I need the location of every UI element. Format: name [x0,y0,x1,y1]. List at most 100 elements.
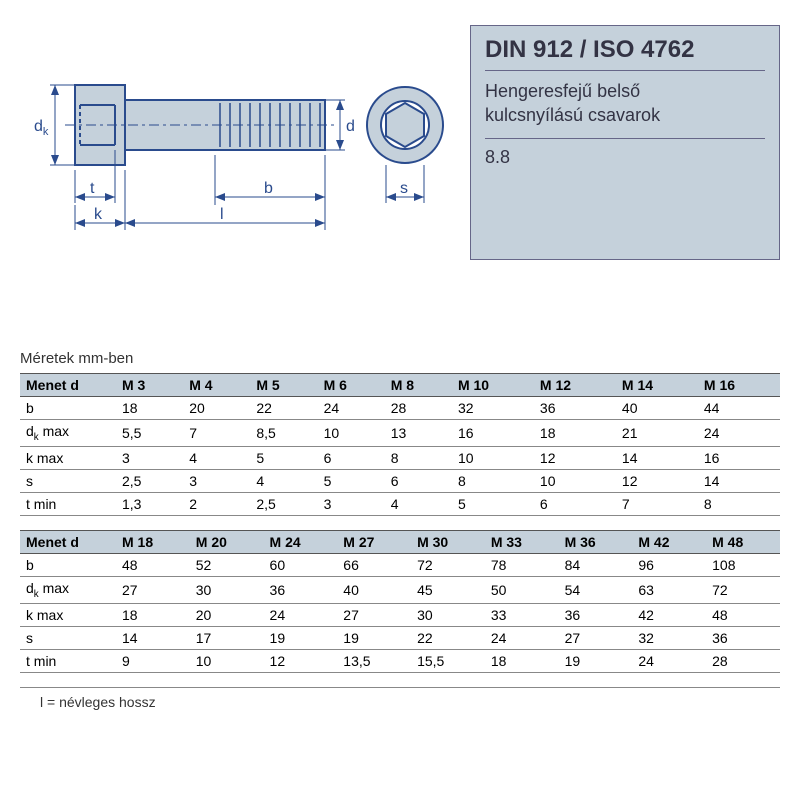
table-cell: 3 [318,492,385,515]
table-cell: 72 [706,576,780,603]
table-header-cell: Menet d [20,374,116,397]
table-cell: 8 [452,469,534,492]
table-cell: 4 [183,446,250,469]
table-header-cell: M 6 [318,374,385,397]
table-cell: 36 [534,397,616,420]
row-label: t min [20,492,116,515]
table-cell: 63 [632,576,706,603]
table-cell: 9 [116,649,190,672]
table-row: b182022242832364044 [20,397,780,420]
table-cell: 44 [698,397,780,420]
table-cell: 19 [559,649,633,672]
row-label: k max [20,446,116,469]
table-cell: 4 [250,469,317,492]
strength-grade: 8.8 [485,147,765,168]
table-cell: 16 [452,420,534,447]
table-cell: 14 [616,446,698,469]
table-row: s2,534568101214 [20,469,780,492]
table-cell: 10 [190,649,264,672]
table-cell: 2 [183,492,250,515]
table-cell: 13,5 [337,649,411,672]
table-cell: 20 [190,603,264,626]
table-cell: 48 [706,603,780,626]
table-cell: 8,5 [250,420,317,447]
table-cell: 18 [485,649,559,672]
row-label: dk max [20,420,116,447]
table-cell: 2,5 [116,469,183,492]
footnote: l = névleges hossz [20,687,780,710]
table-cell: 18 [116,603,190,626]
dim-label-dk: dk [34,118,49,138]
table-cell: 3 [116,446,183,469]
row-label: b [20,397,116,420]
table-cell: 16 [698,446,780,469]
table-row: k max182024273033364248 [20,603,780,626]
table-cell: 33 [485,603,559,626]
table-row: k max3456810121416 [20,446,780,469]
table-cell: 108 [706,553,780,576]
spec-table-2: Menet dM 18M 20M 24M 27M 30M 33M 36M 42M… [20,530,780,673]
table-cell: 28 [706,649,780,672]
table-header-cell: M 5 [250,374,317,397]
table-cell: 24 [698,420,780,447]
table-cell: 84 [559,553,633,576]
table-cell: 18 [534,420,616,447]
table-cell: 52 [190,553,264,576]
table-header-cell: M 36 [559,530,633,553]
dimensions-caption: Méretek mm-ben [0,270,800,373]
table-cell: 19 [337,626,411,649]
table-header-cell: M 20 [190,530,264,553]
dim-label-k: k [94,206,103,223]
table-cell: 27 [337,603,411,626]
table-cell: 3 [183,469,250,492]
table-row: dk max5,578,5101316182124 [20,420,780,447]
row-label: b [20,553,116,576]
table-header-cell: M 14 [616,374,698,397]
dim-label-b: b [264,180,273,197]
table-cell: 5 [250,446,317,469]
table-cell: 60 [264,553,338,576]
table-cell: 36 [706,626,780,649]
table-cell: 12 [616,469,698,492]
standard-title: DIN 912 / ISO 4762 [485,36,765,71]
technical-diagram: dk t k l b d s [20,25,470,260]
table-header-cell: M 16 [698,374,780,397]
row-label: s [20,626,116,649]
table-cell: 14 [698,469,780,492]
table-header-cell: M 48 [706,530,780,553]
table-cell: 6 [318,446,385,469]
table-cell: 24 [632,649,706,672]
table-cell: 40 [616,397,698,420]
table-cell: 12 [534,446,616,469]
table-cell: 24 [485,626,559,649]
table-cell: 7 [616,492,698,515]
table-row: b4852606672788496108 [20,553,780,576]
table-cell: 78 [485,553,559,576]
table-cell: 22 [411,626,485,649]
table-header-cell: M 27 [337,530,411,553]
table-header-cell: M 30 [411,530,485,553]
table-header-cell: M 4 [183,374,250,397]
table-cell: 10 [318,420,385,447]
table-cell: 1,3 [116,492,183,515]
table-cell: 32 [452,397,534,420]
table-cell: 13 [385,420,452,447]
table-cell: 30 [411,603,485,626]
table-cell: 50 [485,576,559,603]
table-cell: 30 [190,576,264,603]
table-row: s141719192224273236 [20,626,780,649]
table-cell: 21 [616,420,698,447]
table-cell: 27 [116,576,190,603]
table-row: t min9101213,515,518192428 [20,649,780,672]
table-header-cell: M 12 [534,374,616,397]
table-cell: 36 [264,576,338,603]
dim-label-l: l [220,206,224,223]
table-cell: 5,5 [116,420,183,447]
table-cell: 32 [632,626,706,649]
table-header-cell: M 18 [116,530,190,553]
table-cell: 8 [698,492,780,515]
dim-label-d: d [346,118,355,135]
table-row: t min1,322,5345678 [20,492,780,515]
table-cell: 24 [318,397,385,420]
table-cell: 14 [116,626,190,649]
